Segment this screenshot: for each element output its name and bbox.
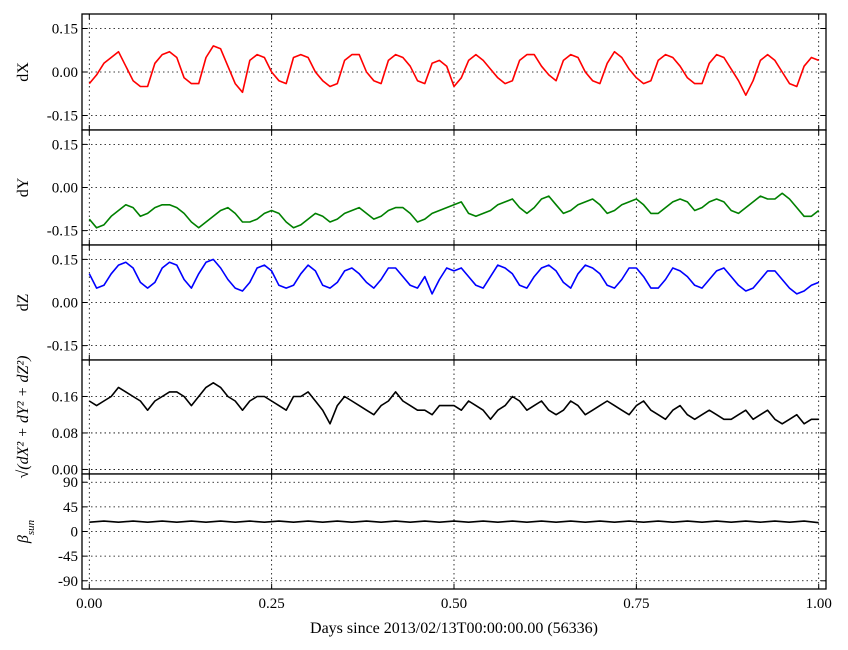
panel-dZ: 0.15 0.00 -0.15 dZ	[15, 244, 827, 361]
y-tick-label: 0.00	[52, 181, 78, 197]
y-axis-label-dY: dY	[15, 177, 32, 197]
panel-dY: 0.15 0.00 -0.15 dY	[15, 129, 827, 246]
panel-beta: 0.00 0.25 0.50 0.75 1.00 90 45 0 -45 -90 βsun	[15, 473, 832, 612]
panel-frame	[81, 473, 827, 590]
series-line-dX	[88, 45, 819, 96]
y-tick-label: -0.15	[47, 339, 78, 355]
series-line-dZ	[88, 258, 819, 295]
panel-frame	[81, 129, 827, 246]
y-tick-label: 90	[63, 475, 78, 491]
y-tick-label: 0.00	[52, 462, 78, 478]
y-tick-label: 0.15	[52, 137, 78, 153]
y-tick-label: -0.15	[47, 109, 78, 125]
x-tick-label: 0.75	[623, 596, 649, 612]
series-line-dR	[88, 381, 819, 425]
y-tick-label: -0.15	[47, 224, 78, 240]
panel-frame	[81, 359, 827, 475]
y-tick-label: 0	[71, 525, 79, 541]
y-tick-label: -90	[58, 574, 78, 590]
x-axis-label: Days since 2013/02/13T00:00:00.00 (56336…	[310, 620, 598, 637]
y-tick-label: 0.00	[52, 296, 78, 312]
y-axis-label-beta: βsun	[15, 519, 37, 544]
x-tick-label: 0.00	[76, 596, 102, 612]
x-tick-label: 1.00	[806, 596, 832, 612]
y-tick-label: 45	[63, 500, 78, 516]
panel-dR: 0.16 0.08 0.00 √(dX² + dY² + dZ²)	[15, 356, 827, 479]
y-axis-label-dZ: dZ	[15, 294, 32, 312]
series-line-dY	[88, 192, 820, 229]
y-tick-label: 0.08	[52, 426, 78, 442]
y-tick-label: 0.15	[52, 252, 78, 268]
x-tick-label: 0.25	[259, 596, 285, 612]
y-tick-label: 0.16	[52, 389, 79, 405]
x-tick-label: 0.50	[441, 596, 467, 612]
y-axis-label-dR: √(dX² + dY² + dZ²)	[15, 356, 32, 479]
panel-frame	[81, 13, 827, 131]
panel-dX: 0.15 0.00 -0.15 dX	[15, 13, 827, 131]
y-tick-label: -45	[58, 549, 78, 565]
series-line-beta	[89, 520, 819, 524]
y-tick-label: 0.00	[52, 65, 78, 81]
y-axis-label-dX: dX	[15, 62, 32, 82]
panel-frame	[81, 244, 827, 361]
y-tick-label: 0.15	[52, 22, 78, 38]
